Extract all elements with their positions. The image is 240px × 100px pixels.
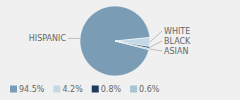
leader-line	[149, 41, 162, 48]
legend-label: 4.2%	[62, 85, 83, 94]
leader-line	[149, 49, 162, 51]
legend-item: 0.6%	[130, 85, 160, 94]
legend: 94.5% 4.2% 0.8% 0.6%	[10, 85, 160, 94]
slice-label: WHITE	[164, 27, 190, 36]
legend-swatch	[53, 86, 60, 93]
legend-item: 0.8%	[92, 85, 122, 94]
slice-label: HISPANIC	[29, 34, 67, 43]
slice-label: BLACK	[164, 37, 191, 46]
pie	[80, 6, 150, 76]
legend-label: 0.6%	[139, 85, 160, 94]
leader-line	[150, 31, 162, 42]
legend-item: 94.5%	[10, 85, 45, 94]
chart: HISPANIC WHITEBLACKASIAN 94.5% 4.2% 0.8% 0.6%	[0, 0, 240, 100]
slice-label: ASIAN	[164, 47, 188, 56]
legend-label: 0.8%	[101, 85, 122, 94]
legend-label: 94.5%	[19, 85, 45, 94]
legend-swatch	[130, 86, 137, 93]
legend-swatch	[10, 86, 17, 93]
legend-item: 4.2%	[53, 85, 83, 94]
slice-labels: HISPANIC WHITEBLACKASIAN	[29, 27, 191, 56]
legend-swatch	[92, 86, 99, 93]
leader-line	[68, 38, 80, 39]
pie-slice	[115, 41, 149, 50]
pie-slice	[80, 6, 150, 76]
